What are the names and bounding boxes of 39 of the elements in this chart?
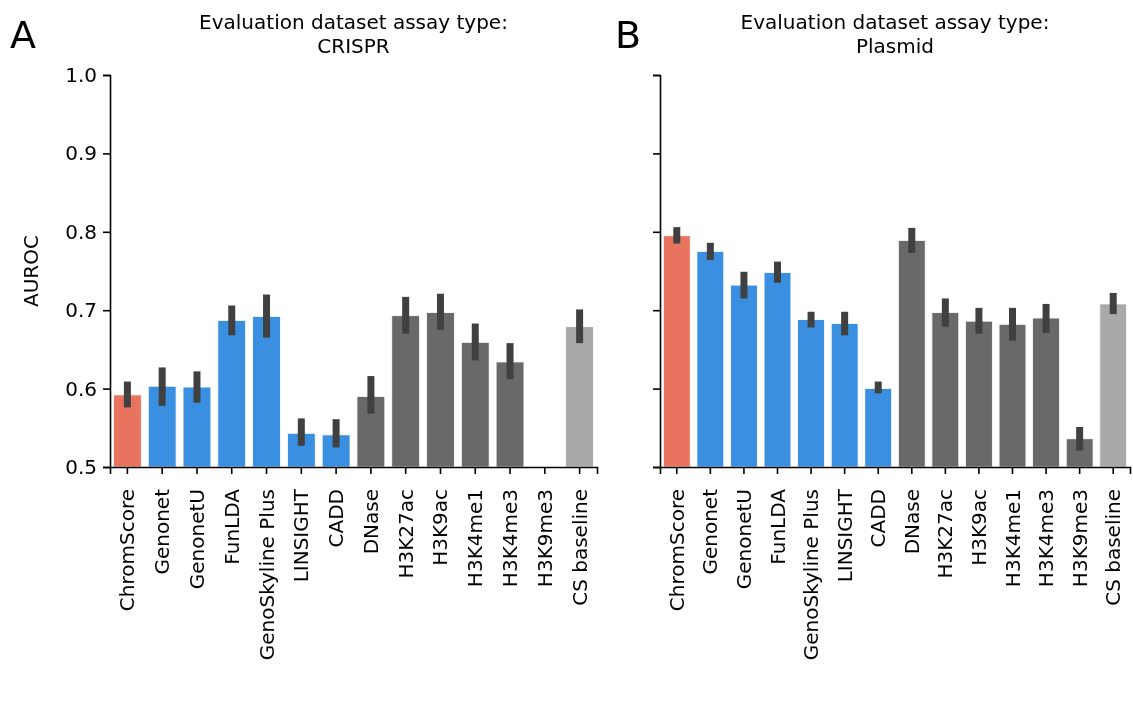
- text: B: [615, 13, 642, 57]
- x-tick-label: H3K9me3: [1067, 489, 1092, 588]
- x-tick-label: CS baseline: [1101, 489, 1126, 606]
- x-tick-label: GenonetU: [184, 489, 209, 590]
- x-tick-label: H3K27ac: [393, 489, 418, 579]
- x-tick-label: FunLDA: [765, 488, 790, 565]
- x-tick-label: H3K9me3: [532, 489, 557, 588]
- x-tick-label: GenoSkyline Plus: [799, 489, 824, 661]
- y-tick-label: 0.6: [65, 376, 97, 401]
- x-tick-label: DNase: [899, 489, 924, 555]
- x-tick-label: H3K27ac: [933, 489, 958, 579]
- x-tick-label: LINSIGHT: [832, 488, 857, 583]
- x-tick-label: DNase: [358, 489, 383, 555]
- x-tick-label: ChromScore: [664, 489, 689, 612]
- x-tick-label: GenoSkyline Plus: [254, 489, 279, 661]
- x-tick-label: H3K4me3: [498, 489, 523, 588]
- y-tick-label: 0.5: [65, 454, 97, 479]
- x-tick-label: H3K9ac: [428, 489, 453, 566]
- text: A: [10, 13, 36, 57]
- x-tick-label: LINSIGHT: [289, 488, 314, 583]
- y-tick-label: 0.7: [65, 298, 97, 323]
- x-tick-label: H3K4me1: [463, 489, 488, 588]
- x-tick-label: H3K9ac: [966, 489, 991, 566]
- y-tick-label: 1.0: [65, 62, 97, 87]
- y-tick-label: 0.9: [65, 141, 97, 166]
- x-tick-label: ChromScore: [115, 489, 140, 612]
- x-tick-label: GenonetU: [731, 489, 756, 590]
- x-tick-label: CS baseline: [567, 489, 592, 606]
- x-tick-label: Genonet: [698, 488, 723, 575]
- y-tick-label: 0.8: [65, 219, 97, 244]
- y-axis-title: AUROC: [19, 235, 43, 307]
- x-tick-label: CADD: [866, 489, 891, 548]
- chart-title: Evaluation dataset assay type: CRISPR: [199, 10, 508, 58]
- x-tick-label: H3K4me3: [1034, 489, 1059, 588]
- x-tick-label: FunLDA: [219, 488, 244, 565]
- x-tick-label: H3K4me1: [1000, 489, 1025, 588]
- x-tick-label: CADD: [324, 489, 349, 548]
- x-tick-label: Genonet: [150, 488, 175, 575]
- chart-title: Evaluation dataset assay type: Plasmid: [740, 10, 1050, 58]
